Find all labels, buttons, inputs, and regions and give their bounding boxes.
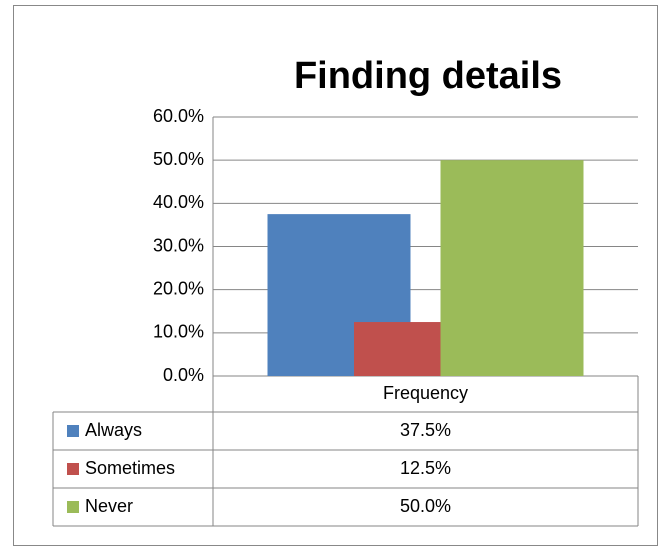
legend-swatch bbox=[67, 501, 79, 513]
x-tick-label: Frequency bbox=[383, 383, 468, 403]
y-tick-label: 50.0% bbox=[153, 149, 204, 169]
bar bbox=[440, 160, 584, 376]
data-label: 37.5% bbox=[400, 420, 451, 440]
legend-label: Sometimes bbox=[85, 458, 175, 478]
y-tick-label: 30.0% bbox=[153, 235, 204, 255]
y-tick-label: 60.0% bbox=[153, 106, 204, 126]
legend-label: Always bbox=[85, 420, 142, 440]
y-tick-label: 0.0% bbox=[163, 365, 204, 385]
data-label: 50.0% bbox=[400, 496, 451, 516]
legend-swatch bbox=[67, 463, 79, 475]
y-tick-label: 10.0% bbox=[153, 322, 204, 342]
y-tick-label: 20.0% bbox=[153, 278, 204, 298]
legend-label: Never bbox=[85, 496, 133, 516]
chart-title: Finding details bbox=[294, 55, 562, 97]
data-label: 12.5% bbox=[400, 458, 451, 478]
y-tick-label: 40.0% bbox=[153, 192, 204, 212]
legend-swatch bbox=[67, 425, 79, 437]
